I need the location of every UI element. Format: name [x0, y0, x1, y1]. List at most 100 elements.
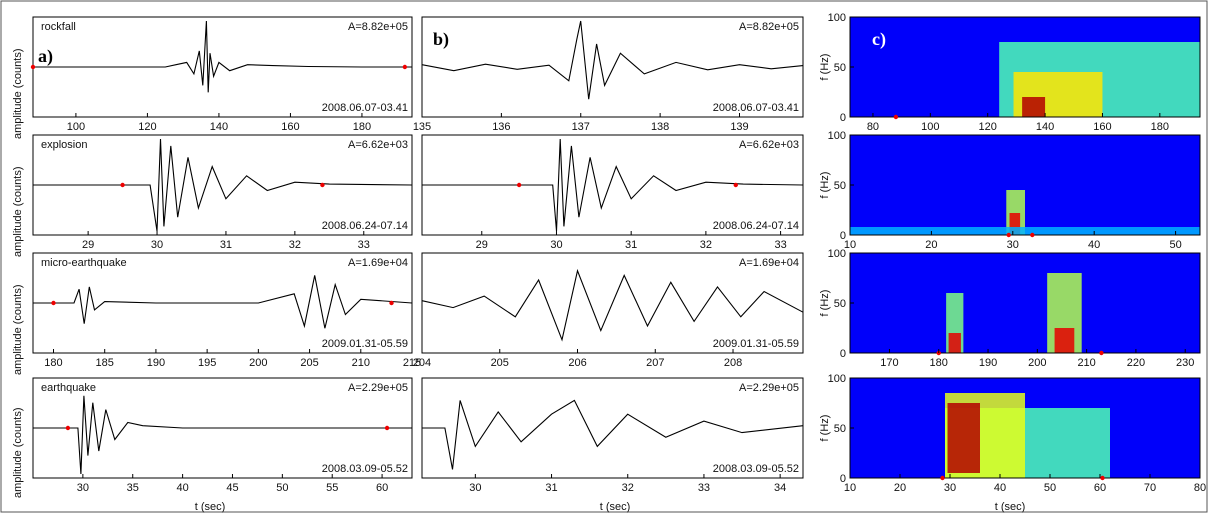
xtick-label-c-3-3: 40	[994, 482, 1006, 494]
xtick-label-c-3-0: 10	[844, 482, 856, 494]
spectrogram-cell-c-0-2	[1022, 97, 1046, 117]
marker-a-3-1	[384, 425, 390, 431]
date-label-b-2: 2009.01.31-05.59	[713, 338, 799, 350]
xtick-label-c-2-4: 210	[1077, 357, 1095, 369]
xtick-label-c-3-1: 20	[894, 482, 906, 494]
xtick-label-b-3-4: 34	[774, 482, 786, 494]
xtick-label-b-2-1: 205	[491, 357, 509, 369]
xtick-label-b-2-2: 206	[568, 357, 586, 369]
ytick-label-c-1-2: 100	[828, 130, 846, 142]
xtick-label-c-3-7: 80	[1194, 482, 1206, 494]
date-label-b-1: 2008.06.24-07.14	[713, 220, 799, 232]
xtick-label-a-2-5: 205	[300, 357, 318, 369]
spectrogram-cell-c-1-2	[850, 227, 1200, 235]
xtick-label-a-1-4: 33	[358, 239, 370, 251]
ytick-label-c-1-0: 0	[840, 230, 846, 242]
plot-frame-b-3	[421, 377, 804, 479]
ytick-label-c-0-2: 100	[828, 12, 846, 24]
date-label-b-3: 2008.03.09-05.52	[713, 463, 799, 475]
ytick-label-c-3-0: 0	[840, 473, 846, 485]
xtick-label-c-3-4: 50	[1044, 482, 1056, 494]
xtick-label-c-1-2: 30	[1007, 239, 1019, 251]
xtick-label-c-3-2: 30	[944, 482, 956, 494]
waveform-a-3	[33, 395, 412, 475]
xtick-label-b-2-0: 204	[413, 357, 431, 369]
amplitude-label-a-3: A=2.29e+05	[348, 382, 408, 394]
xtick-label-a-1-0: 29	[82, 239, 94, 251]
xtick-label-a-1-3: 32	[289, 239, 301, 251]
xtick-label-a-2-1: 185	[96, 357, 114, 369]
marker-a-2-1	[389, 300, 394, 306]
marker-c-0-0	[893, 114, 899, 120]
marker-c-2-1	[1099, 350, 1104, 356]
ytick-label-c-1-1: 50	[834, 180, 846, 192]
xtick-label-a-3-2: 40	[176, 482, 188, 494]
xtick-label-a-1-2: 31	[220, 239, 232, 251]
xtick-label-c-2-3: 200	[1028, 357, 1046, 369]
xtick-label-b-0-1: 136	[492, 121, 510, 133]
ylabel-row-2: amplitude (counts)	[12, 285, 24, 376]
amplitude-label-b-1: A=6.62e+03	[739, 139, 799, 151]
date-label-a-1: 2008.06.24-07.14	[322, 220, 408, 232]
xtick-label-c-2-1: 180	[930, 357, 948, 369]
xtick-label-b-3-1: 31	[545, 482, 557, 494]
event-label-a-0: rockfall	[41, 21, 76, 33]
xtick-label-b-0-0: 135	[413, 121, 431, 133]
xlabel-a: t (sec)	[195, 501, 226, 513]
xtick-label-a-3-5: 55	[326, 482, 338, 494]
event-label-a-3: earthquake	[41, 382, 96, 394]
xlabel-b: t (sec)	[600, 501, 631, 513]
xtick-label-c-2-0: 170	[880, 357, 898, 369]
amplitude-label-a-0: A=8.82e+05	[348, 21, 408, 33]
waveform-b-2	[421, 268, 804, 342]
ylabel-c-0: f (Hz)	[819, 54, 831, 81]
ylabel-row-0: amplitude (counts)	[12, 49, 24, 140]
plot-frame-b-0	[421, 16, 804, 118]
date-label-b-0: 2008.06.07-03.41	[713, 102, 799, 114]
marker-a-0-1	[402, 64, 408, 70]
ytick-label-c-2-1: 50	[834, 298, 846, 310]
xtick-label-a-2-7: 215	[403, 357, 421, 369]
spectrogram-cell-c-3-2	[947, 403, 980, 473]
xtick-label-c-2-2: 190	[979, 357, 997, 369]
date-label-a-2: 2009.01.31-05.59	[322, 338, 408, 350]
panel-label-c: c)	[872, 29, 886, 50]
xtick-label-c-2-6: 230	[1176, 357, 1194, 369]
xtick-label-b-1-2: 31	[625, 239, 637, 251]
amplitude-label-b-3: A=2.29e+05	[739, 382, 799, 394]
xtick-label-b-2-4: 208	[724, 357, 742, 369]
marker-a-2-0	[51, 300, 56, 306]
xtick-label-c-1-4: 50	[1169, 239, 1181, 251]
xtick-label-a-2-3: 195	[198, 357, 216, 369]
xtick-label-b-0-4: 139	[730, 121, 748, 133]
waveform-b-1	[422, 138, 804, 232]
xtick-label-b-3-0: 30	[469, 482, 481, 494]
xtick-label-b-1-1: 30	[550, 239, 562, 251]
marker-a-1-1	[320, 182, 325, 188]
amplitude-label-a-2: A=1.69e+04	[348, 257, 408, 269]
ylabel-c-3: f (Hz)	[819, 415, 831, 442]
panel-label-a: a)	[38, 46, 53, 67]
ylabel-c-1: f (Hz)	[819, 172, 831, 199]
marker-b-1-1	[733, 182, 738, 188]
ylabel-row-3: amplitude (counts)	[12, 408, 24, 499]
xtick-label-b-1-4: 33	[774, 239, 786, 251]
xtick-label-a-2-2: 190	[147, 357, 165, 369]
xtick-label-a-3-3: 45	[226, 482, 238, 494]
xtick-label-b-1-0: 29	[476, 239, 488, 251]
waveform-b-0	[421, 20, 804, 100]
xtick-label-b-0-2: 137	[572, 121, 590, 133]
xlabel-c: t (sec)	[995, 501, 1026, 513]
date-label-a-0: 2008.06.07-03.41	[322, 102, 408, 114]
xtick-label-a-0-0: 100	[67, 121, 85, 133]
panel-label-b: b)	[433, 29, 449, 50]
xtick-label-c-3-5: 60	[1094, 482, 1106, 494]
xtick-label-b-2-3: 207	[646, 357, 664, 369]
xtick-label-a-1-1: 30	[151, 239, 163, 251]
xtick-label-b-0-3: 138	[651, 121, 669, 133]
ytick-label-c-3-1: 50	[834, 423, 846, 435]
spectrogram-cell-c-1-1	[1009, 213, 1021, 235]
marker-c-3-0	[940, 475, 945, 481]
